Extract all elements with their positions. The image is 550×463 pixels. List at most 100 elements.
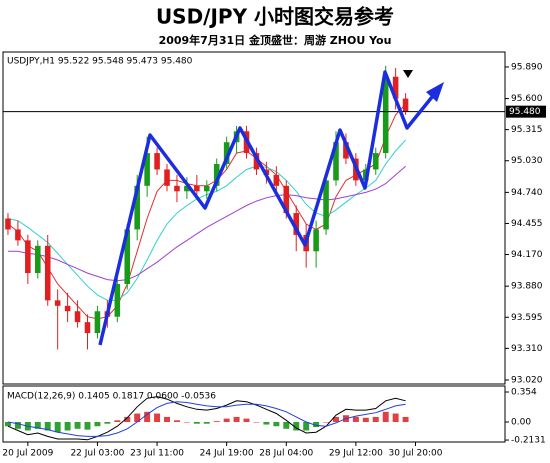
macd-bar (293, 422, 300, 431)
x-tick-label: 28 Jul 04:00 (259, 449, 313, 459)
macd-bar (223, 418, 230, 423)
x-tick-label: 29 Jul 12:00 (329, 449, 383, 459)
chart-subtitle: 2009年7月31日 金顶盛世：周游 ZHOU You (159, 33, 392, 47)
macd-bar (243, 418, 250, 423)
candle-body (372, 153, 379, 170)
y-tick-label: 95.030 (511, 156, 543, 166)
macd-bar (164, 416, 170, 423)
last-price-label: 95.480 (509, 107, 541, 117)
macd-bar (392, 413, 399, 423)
candle-body (44, 245, 51, 301)
macd-bar (213, 421, 220, 423)
trend-arrowhead (426, 82, 444, 102)
candle-body (213, 164, 220, 186)
macd-header: MACD(12,26,9) 0.1405 0.1817 0.0600 -0.05… (7, 392, 216, 402)
x-tick-label: 30 Jul 20:00 (389, 449, 443, 459)
macd-bar (4, 422, 11, 427)
y-tick-label: 94.170 (511, 250, 543, 260)
candle-body (283, 185, 290, 214)
x-tick-label: 24 Jul 19:00 (200, 449, 254, 459)
candle-body (154, 153, 160, 170)
candle-body (94, 311, 101, 334)
macd-bar (382, 411, 389, 423)
candle-body (253, 153, 260, 170)
macd-bar (203, 422, 210, 424)
macd-bar (124, 416, 131, 423)
price-header: USDJPY,H1 95.522 95.548 95.473 95.480 (7, 57, 193, 67)
macd-bar (94, 422, 101, 427)
macd-bar (34, 422, 41, 429)
macd-bar (263, 422, 270, 425)
macd-bar (352, 416, 359, 423)
candle-body (293, 213, 300, 235)
macd-bar (154, 413, 161, 423)
y-tick-label: 95.600 (511, 94, 543, 104)
candle-body (164, 169, 170, 186)
candle-body (174, 185, 180, 192)
macd-bar (64, 422, 71, 431)
marker-triangle (403, 70, 413, 78)
candle-body (54, 300, 61, 306)
macd-bar (183, 422, 190, 423)
y-tick-label: 93.595 (511, 313, 543, 323)
candle-body (313, 229, 319, 252)
macd-bar (104, 422, 111, 424)
y-tick-label: 95.890 (511, 62, 543, 72)
macd-bar (144, 411, 151, 423)
macd-panel (2, 385, 506, 443)
x-tick-label: 20 Jul 2009 (2, 449, 53, 459)
candle-body (184, 185, 190, 192)
trend-annotation (98, 70, 434, 346)
y-tick-label: 0.00 (511, 418, 531, 428)
candle-body (392, 76, 399, 99)
x-tick-label: 22 Jul 03:00 (70, 449, 124, 459)
indicator-line (8, 165, 406, 282)
macd-bar (173, 420, 180, 423)
indicator-line (7, 396, 406, 441)
y-tick-label: 0.354 (511, 388, 537, 398)
candle-body (35, 245, 41, 274)
candle-body (223, 142, 230, 165)
macd-bar (134, 413, 141, 423)
candle-body (124, 229, 131, 284)
candle-body (84, 322, 91, 334)
candle-body (134, 185, 140, 230)
y-tick-label: 94.455 (511, 219, 543, 229)
candle-body (194, 185, 200, 192)
candle-body (203, 185, 210, 192)
macd-bar (74, 422, 81, 429)
macd-bar (84, 422, 91, 430)
last-price-box (506, 105, 546, 118)
macd-bar (303, 422, 310, 431)
macd-bar (372, 416, 379, 423)
macd-bar (313, 422, 320, 428)
y-tick-label: 94.740 (511, 188, 543, 198)
candle-body (273, 174, 280, 186)
macd-bar (283, 422, 290, 429)
macd-bar (233, 416, 240, 423)
y-tick-label: 93.020 (511, 375, 543, 385)
macd-bar (362, 417, 369, 423)
macd-bar (402, 416, 409, 423)
macd-bar (54, 422, 61, 433)
chart-title: USD/JPY 小时图交易参考 (156, 5, 394, 29)
y-tick-label: 93.310 (511, 344, 543, 354)
y-tick-label: -0.2131 (511, 436, 546, 446)
macd-bar (193, 422, 200, 424)
x-tick-label: 23 Jul 11:00 (130, 449, 184, 459)
macd-bar (333, 416, 339, 423)
candle-body (74, 311, 81, 323)
macd-bar (44, 422, 51, 431)
y-tick-label: 95.315 (511, 125, 543, 135)
candle-body (114, 283, 121, 317)
macd-bar (253, 422, 260, 423)
candle-body (323, 180, 329, 230)
candle-body (64, 305, 71, 312)
macd-bar (273, 422, 280, 427)
candle-body (343, 142, 349, 159)
indicator-line (7, 401, 406, 437)
macd-bar (323, 422, 330, 423)
candle-body (382, 76, 389, 154)
candle-body (402, 98, 409, 112)
